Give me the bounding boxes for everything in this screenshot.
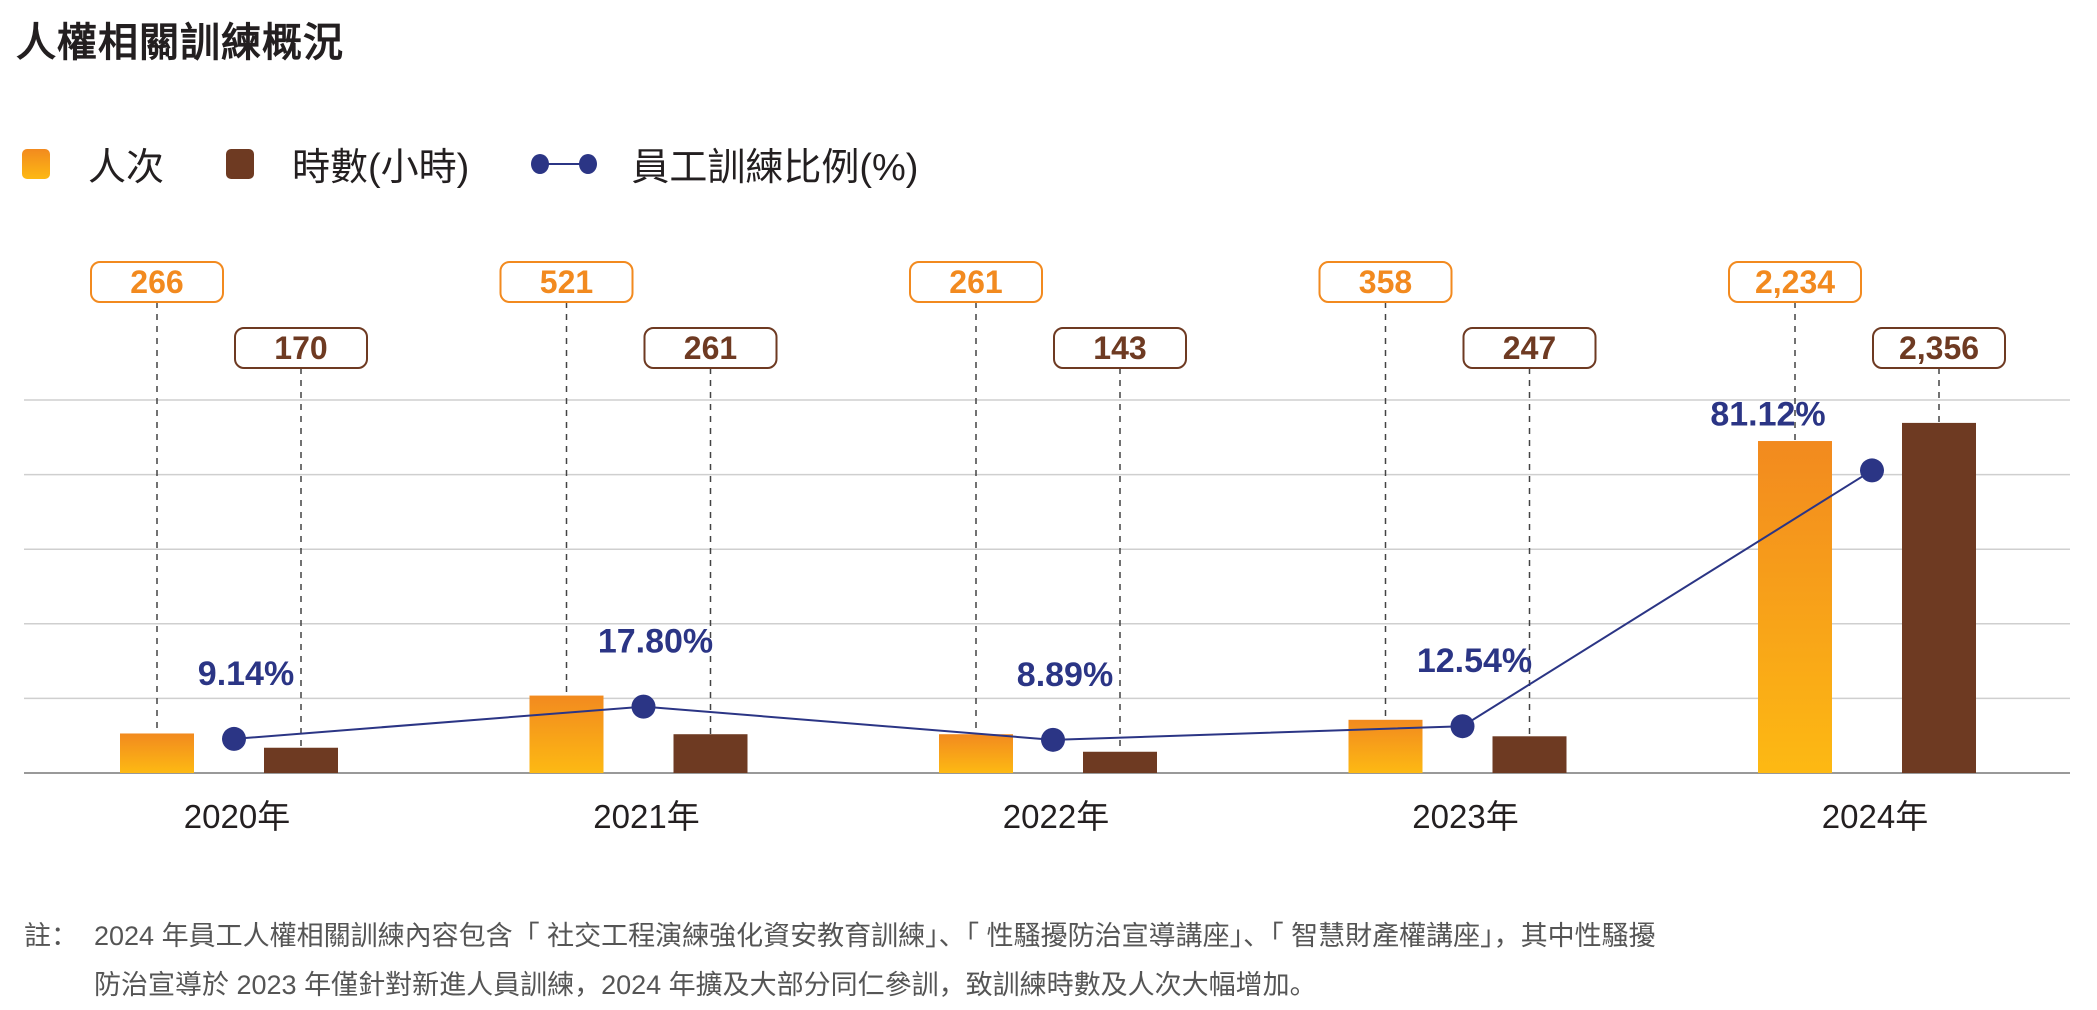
value-label-box	[643, 327, 778, 369]
x-tick-label: 2022年	[1003, 798, 1109, 835]
chart-title: 人權相關訓練概況	[16, 21, 344, 65]
value-label: 261	[684, 330, 737, 366]
value-label: 358	[1359, 264, 1412, 300]
ratio-label: 12.54%	[1417, 642, 1532, 680]
x-tick-label: 2023年	[1412, 798, 1518, 835]
ratio-line	[233, 469, 1873, 741]
value-label: 170	[274, 330, 327, 366]
hours-bar	[673, 734, 748, 773]
ratio-point	[1450, 714, 1475, 739]
hours-bar	[1902, 422, 1976, 773]
value-label-box	[90, 261, 224, 303]
legend-swatch-orange	[22, 148, 50, 179]
value-label: 143	[1093, 330, 1146, 366]
footnote-line: 防治宣導於 2023 年僅針對新進人員訓練，2024 年擴及大部分同仁參訓，致訓…	[94, 970, 1317, 1000]
legend: 人次 時數(小時) 員工訓練比例(%)	[22, 136, 980, 191]
hours-bar	[264, 747, 338, 773]
hours-bar	[1083, 751, 1157, 773]
ratio-label: 8.89%	[1017, 656, 1113, 694]
footnote: 註： 2024 年員工人權相關訓練內容包含「 社交工程演練強化資安教育訓練」、「 …	[24, 912, 2084, 1010]
legend-item-people: 人次	[22, 136, 164, 191]
value-label: 521	[540, 264, 593, 300]
legend-swatch-brown	[226, 148, 255, 179]
people-bar	[529, 695, 604, 773]
x-tick-label: 2020年	[184, 798, 290, 835]
x-tick-label: 2021年	[593, 798, 699, 835]
people-bar	[1758, 441, 1832, 773]
ratio-point	[631, 694, 656, 719]
value-label-box	[1728, 261, 1862, 303]
people-bar	[939, 734, 1013, 773]
footnote-line: 2024 年員工人權相關訓練內容包含「 社交工程演練強化資安教育訓練」、「 性騷…	[94, 921, 1656, 951]
ratio-point	[1041, 727, 1065, 752]
legend-item-hours: 時數(小時)	[226, 136, 469, 191]
legend-label: 時數(小時)	[292, 147, 470, 189]
value-label-box	[1053, 327, 1187, 369]
legend-label: 員工訓練比例(%)	[631, 147, 919, 189]
value-label: 2,234	[1755, 264, 1835, 300]
ratio-label: 17.80%	[598, 623, 713, 661]
ratio-label: 81.12%	[1710, 395, 1825, 433]
value-label: 261	[949, 264, 1002, 300]
ratio-point	[1860, 458, 1884, 483]
value-label-box	[1318, 261, 1453, 303]
x-tick-label: 2024年	[1822, 798, 1928, 835]
people-bar	[120, 733, 194, 773]
legend-label: 人次	[88, 147, 165, 189]
value-label: 2,356	[1899, 330, 1979, 366]
ratio-point	[222, 726, 246, 751]
value-label-box	[1872, 327, 2006, 369]
value-label-box	[234, 327, 368, 369]
value-label-box	[909, 261, 1043, 303]
legend-item-ratio: 員工訓練比例(%)	[531, 136, 918, 191]
value-label-box	[1462, 327, 1597, 369]
line-marker-icon	[531, 152, 598, 176]
value-label: 247	[1503, 330, 1556, 366]
hours-bar	[1492, 736, 1567, 773]
footnote-label: 註：	[24, 921, 78, 951]
value-label-box	[499, 261, 634, 303]
ratio-label: 9.14%	[198, 655, 294, 693]
value-label: 266	[130, 264, 183, 300]
